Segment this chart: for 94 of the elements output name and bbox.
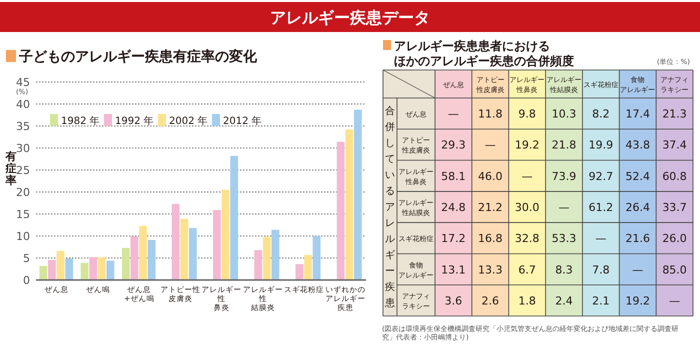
legend-label: 1992 年 [115,115,154,127]
data-label: 33.7 [662,201,687,214]
data-label: 6.7 [518,263,536,276]
data-label: 85.0 [662,263,687,276]
data-label: 21.2 [478,201,503,214]
data-label: 19.9 [588,138,614,152]
bar [230,156,238,280]
bar [254,250,262,280]
data-label: 19.2 [625,294,650,308]
data-label: 43.8 [625,138,650,152]
bar [336,142,345,280]
data-label: 10.3 [552,108,576,121]
y-tick-label: 20 [16,186,30,199]
y-tick-label: 0 [23,274,30,287]
text: — [595,232,606,246]
bar [98,257,106,280]
legend-label: 2012 年 [223,115,262,127]
data-label: 73.9 [552,170,576,183]
bar [296,264,304,280]
y-tick-label: 10 [16,230,30,243]
data-label: 21.3 [662,108,687,121]
legend-label: 1982 年 [61,115,100,127]
data-label: 2.4 [555,294,573,308]
data-label: 11.8 [478,108,503,121]
data-label: 30.0 [514,201,540,214]
y-tick-label: 40 [16,98,30,111]
data-label: 16.8 [478,232,503,246]
data-label: 8.2 [592,108,610,121]
y-tick-label: 30 [16,142,30,155]
data-label: 3.6 [444,294,462,308]
bar [172,204,180,280]
bar [312,236,321,280]
bar [148,240,156,280]
text: — [669,294,680,308]
bar [304,254,312,280]
bar [106,260,114,280]
bar [80,262,88,280]
text: — [448,108,459,121]
bar [222,190,230,280]
data-label: 1.8 [518,294,536,308]
data-label: 53.3 [552,232,576,246]
data-label: 52.4 [625,170,650,183]
data-label: 2.1 [592,294,610,308]
data-label: 26.4 [625,201,650,214]
y-tick-label: 25 [16,164,30,177]
bar [89,257,98,280]
data-label: 61.2 [588,201,614,214]
chart-subtitle: 子どものアレルギー疾患有症率の変化 [18,48,258,65]
text: — [484,138,496,152]
data-label: 32.8 [514,232,540,246]
legend-label: 2002 年 [169,115,208,127]
data-label: 37.4 [662,138,687,152]
bar [130,236,138,280]
data-label: 9.8 [518,108,536,121]
data-label: 46.0 [478,170,503,183]
y-tick-label: 15 [16,208,30,221]
data-label: 13.3 [478,263,503,276]
text: — [632,263,644,276]
text: 合併しているアレルギー疾患 [385,106,395,309]
bar [345,130,354,280]
data-label: 24.8 [441,201,466,214]
bar [122,248,130,280]
data-label: 13.1 [441,263,466,276]
data-label: 19.2 [514,138,540,152]
data-label: 58.1 [441,170,466,183]
data-label: 60.8 [662,170,687,183]
text: — [522,170,533,183]
y-axis-title: 有症率 [4,150,16,187]
bar [180,218,188,280]
y-tick-label: 35 [16,120,30,133]
data-label: 92.7 [588,170,614,183]
bar [213,210,221,280]
y-tick-label: 5 [23,252,30,265]
data-label: 21.6 [625,232,650,246]
data-label: 26.0 [662,232,687,246]
bar [56,250,64,280]
bar [65,258,74,280]
data-label: 17.2 [441,232,466,246]
data-label: 2.6 [482,294,500,308]
bar [262,236,271,280]
data-label: 29.3 [441,138,466,152]
y-tick-label: 45 [16,76,30,89]
chart-title: アレルギー疾患患者におけるほかのアレルギー疾患の合併頻度 [394,39,574,68]
bar [271,230,280,280]
text: — [558,201,570,214]
bar [354,110,362,280]
chart-title: アレルギー疾患データ [270,8,430,27]
bar [139,226,147,280]
data-label: 17.4 [625,108,650,121]
data-label: 21.8 [552,138,576,152]
bar [188,228,197,280]
bar [48,260,56,280]
data-label: 7.8 [592,263,610,276]
data-label: 8.3 [555,263,573,276]
